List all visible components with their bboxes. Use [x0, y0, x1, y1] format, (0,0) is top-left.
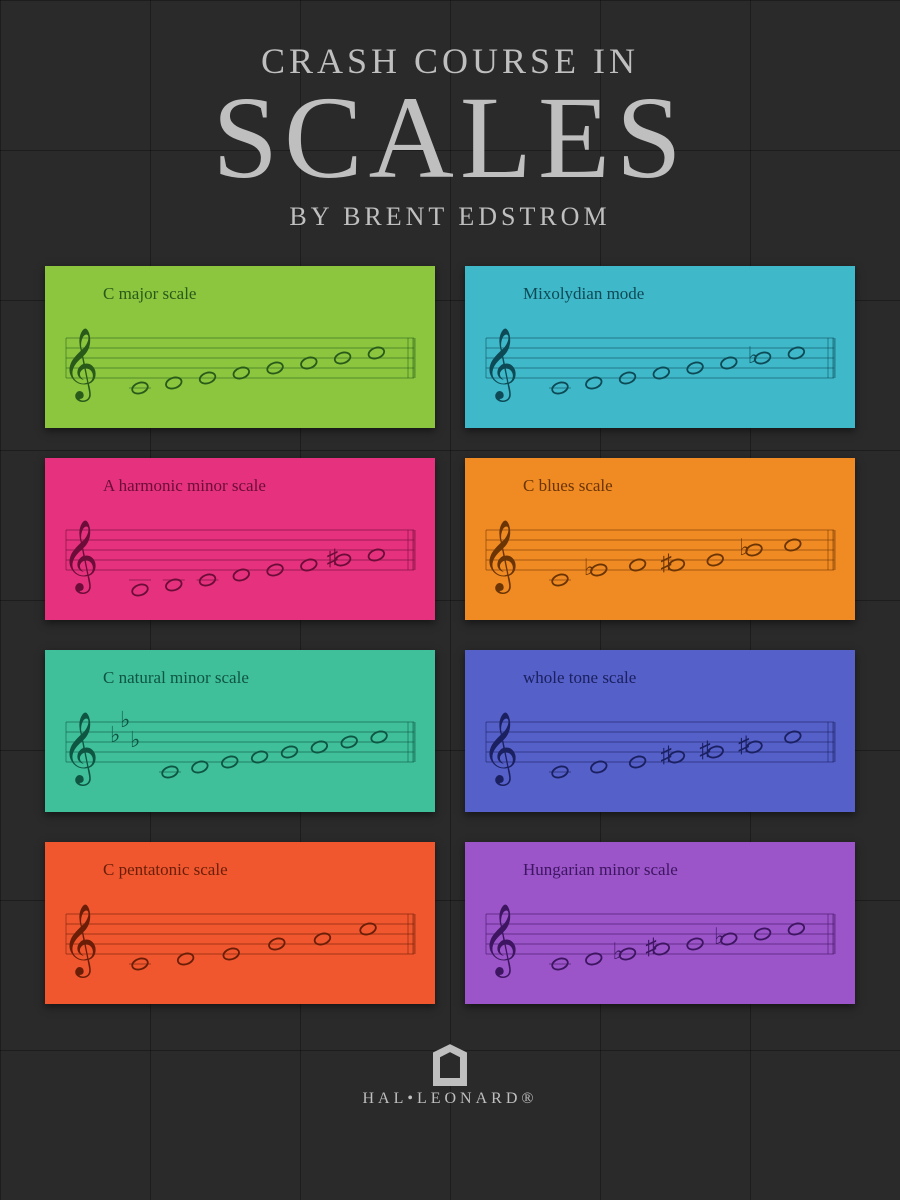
- scale-label: A harmonic minor scale: [103, 476, 421, 496]
- svg-text:𝄞: 𝄞: [482, 904, 519, 978]
- publisher-block: HAL•LEONARD®: [362, 1044, 537, 1108]
- staff-svg: 𝄞: [59, 886, 421, 986]
- scale-card: C blues scale 𝄞♭♯♭: [465, 458, 855, 620]
- svg-text:𝄞: 𝄞: [62, 712, 99, 786]
- publisher-logo-icon: [433, 1044, 467, 1086]
- scale-card: Hungarian minor scale 𝄞♭♯♭: [465, 842, 855, 1004]
- scale-grid: C major scale 𝄞 Mixolydian mode 𝄞♭ A har…: [45, 266, 855, 1004]
- main-title: SCALES: [212, 82, 687, 194]
- scale-label: Mixolydian mode: [523, 284, 841, 304]
- scale-card: A harmonic minor scale 𝄞♯: [45, 458, 435, 620]
- scale-card: C pentatonic scale 𝄞: [45, 842, 435, 1004]
- staff: 𝄞: [59, 886, 421, 994]
- staff: 𝄞♭♯♭: [479, 886, 841, 994]
- scale-label: whole tone scale: [523, 668, 841, 688]
- svg-text:𝄞: 𝄞: [62, 904, 99, 978]
- staff-svg: 𝄞: [59, 310, 421, 410]
- scale-label: C pentatonic scale: [103, 860, 421, 880]
- scale-card: C natural minor scale 𝄞♭♭♭: [45, 650, 435, 812]
- scale-card: Mixolydian mode 𝄞♭: [465, 266, 855, 428]
- staff: 𝄞♯♯♯: [479, 694, 841, 802]
- scale-card: C major scale 𝄞: [45, 266, 435, 428]
- svg-text:♭: ♭: [130, 727, 140, 752]
- svg-text:𝄞: 𝄞: [482, 328, 519, 402]
- svg-text:♭: ♭: [110, 722, 120, 747]
- staff-svg: 𝄞♭♯♭: [479, 886, 841, 986]
- staff-svg: 𝄞♭♭♭: [59, 694, 421, 794]
- svg-text:𝄞: 𝄞: [62, 520, 99, 594]
- svg-text:𝄞: 𝄞: [482, 712, 519, 786]
- scale-label: C major scale: [103, 284, 421, 304]
- staff: 𝄞♭♯♭: [479, 502, 841, 610]
- svg-text:♭: ♭: [120, 707, 130, 732]
- book-cover: CRASH COURSE IN SCALES BY BRENT EDSTROM …: [45, 40, 855, 1200]
- scale-label: C blues scale: [523, 476, 841, 496]
- svg-text:𝄞: 𝄞: [482, 520, 519, 594]
- author-line: BY BRENT EDSTROM: [212, 202, 687, 232]
- title-block: CRASH COURSE IN SCALES BY BRENT EDSTROM: [212, 40, 687, 232]
- staff-svg: 𝄞♯: [59, 502, 421, 602]
- staff: 𝄞: [59, 310, 421, 418]
- staff: 𝄞♭♭♭: [59, 694, 421, 802]
- scale-label: C natural minor scale: [103, 668, 421, 688]
- staff-svg: 𝄞♭♯♭: [479, 502, 841, 602]
- staff-svg: 𝄞♯♯♯: [479, 694, 841, 794]
- publisher-name: HAL•LEONARD®: [362, 1090, 537, 1108]
- scale-card: whole tone scale 𝄞♯♯♯: [465, 650, 855, 812]
- staff: 𝄞♯: [59, 502, 421, 610]
- staff-svg: 𝄞♭: [479, 310, 841, 410]
- scale-label: Hungarian minor scale: [523, 860, 841, 880]
- staff: 𝄞♭: [479, 310, 841, 418]
- svg-text:𝄞: 𝄞: [62, 328, 99, 402]
